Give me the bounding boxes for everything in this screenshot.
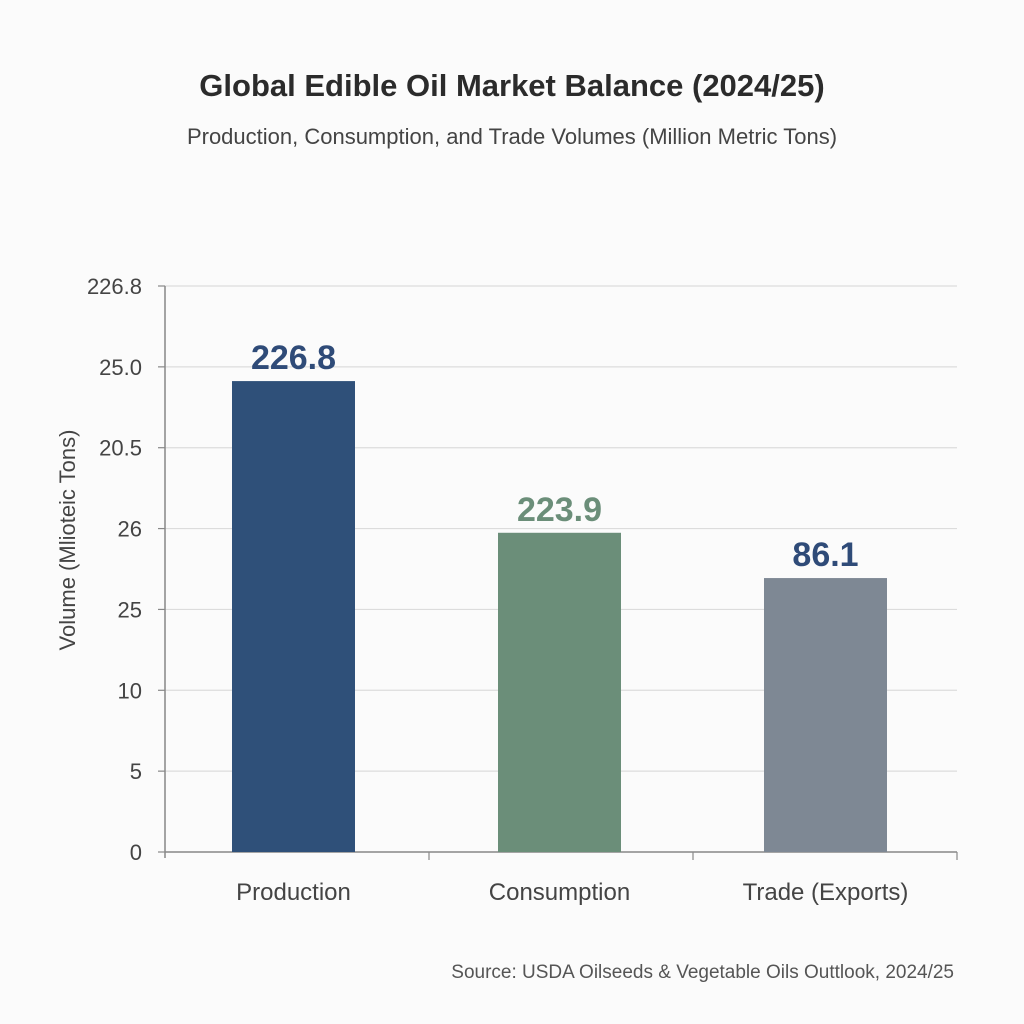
data-label: 86.1 [792,536,858,574]
y-axis-label: Volume (Mlioteic Tons) [55,430,80,651]
x-tick-label: Trade (Exports) [743,879,909,906]
y-tick-label: 25.0 [99,355,142,380]
y-tick-label: 5 [130,759,142,784]
bar-production [232,381,355,852]
x-tick-label: Consumption [489,879,630,906]
y-tick-label: 0 [130,840,142,865]
y-tick-label: 226.8 [87,274,142,299]
y-tick-label: 20.5 [99,436,142,461]
y-tick-label: 10 [118,678,142,703]
chart-title: Global Edible Oil Market Balance (2024/2… [199,68,825,103]
data-label: 226.8 [251,339,336,377]
data-label: 223.9 [517,491,602,529]
x-tick-label: Production [236,879,351,906]
source-note: Source: USDA Oilseeds & Vegetable Oils O… [451,962,954,983]
y-tick-label: 25 [118,597,142,622]
chart-subtitle: Production, Consumption, and Trade Volum… [186,124,838,149]
y-tick-label: 26 [118,517,142,542]
bar-trade-exports- [764,578,887,852]
bar-consumption [498,532,621,852]
